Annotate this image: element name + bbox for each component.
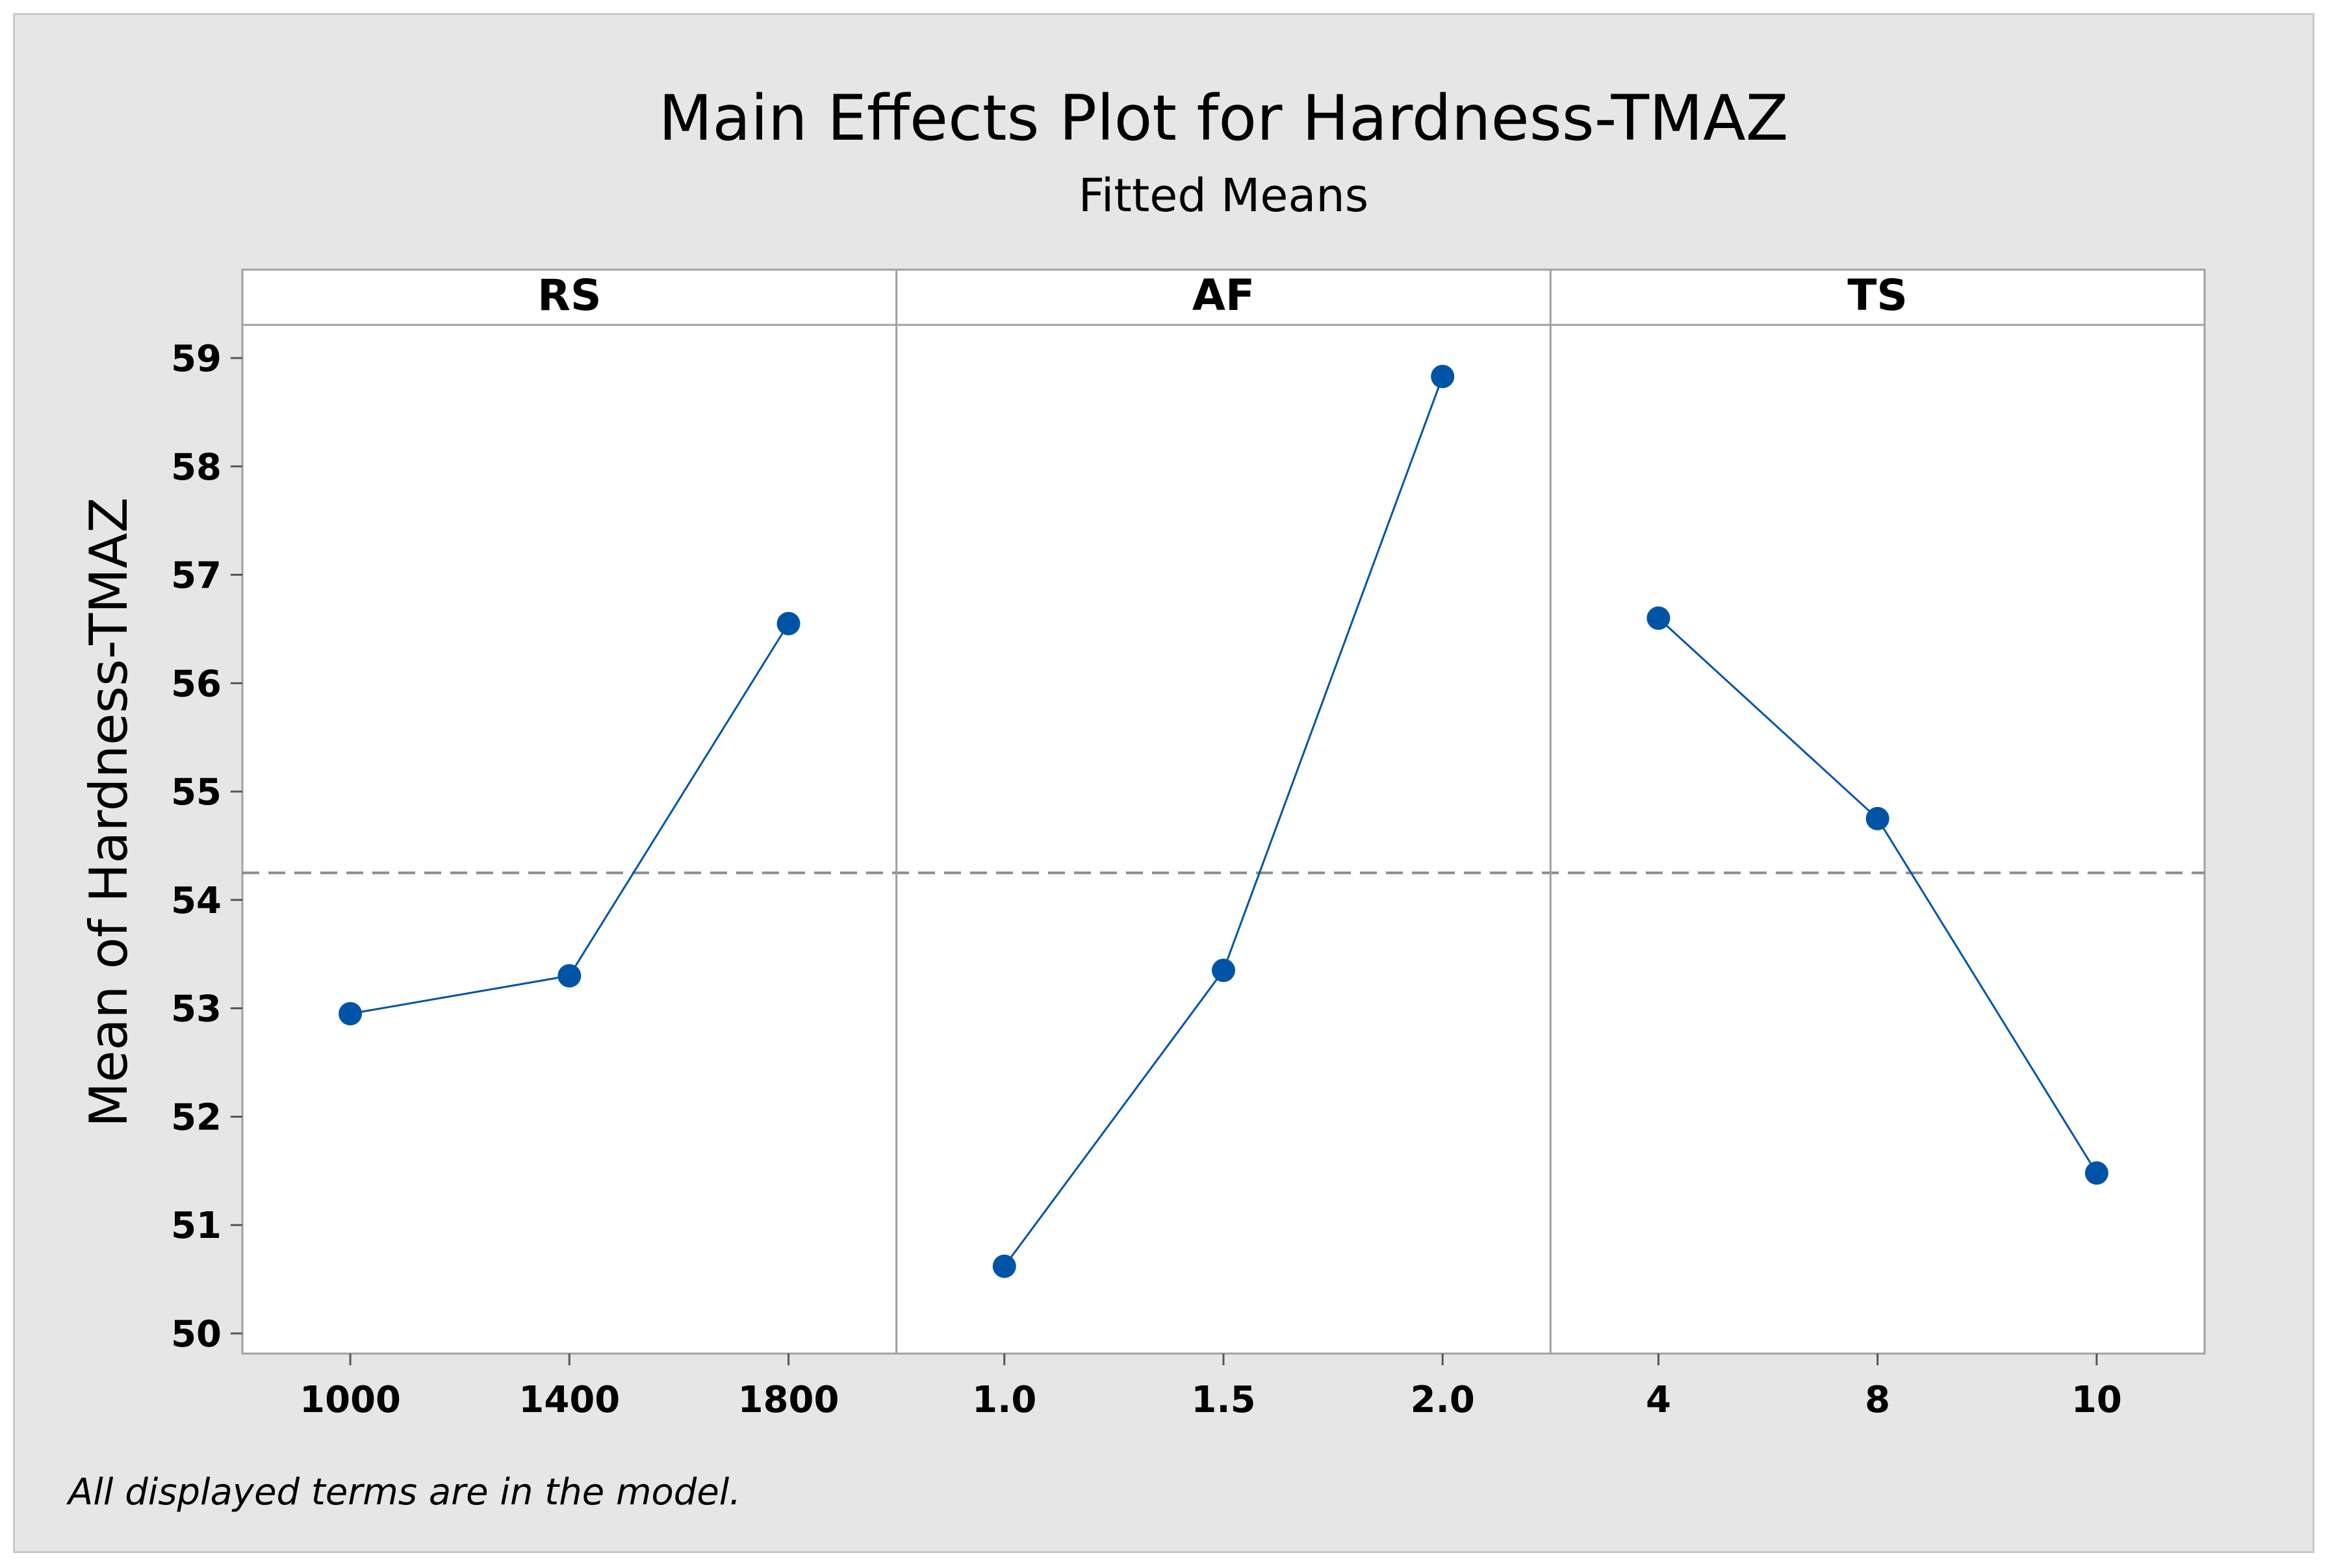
y-tick-label: 55: [171, 771, 222, 814]
x-tick-label: 1800: [738, 1379, 839, 1421]
plot-area: 50 51 52 53 54 55 56 57 58 59 RS 1000 1400 1800 AF 1.0 1…: [171, 268, 2206, 1421]
y-axis-label: Mean of Hardness-TMAZ: [79, 497, 139, 1127]
y-tick-label: 51: [171, 1205, 222, 1247]
x-tick-label: 1400: [518, 1379, 620, 1421]
x-tick-label: 8: [1865, 1379, 1890, 1421]
data-point: [992, 1254, 1016, 1278]
y-tick-label: 50: [171, 1313, 222, 1356]
plot-background: [241, 268, 2206, 1355]
chart-subtitle: Fitted Means: [1079, 169, 1368, 222]
footnote: All displayed terms are in the model.: [66, 1471, 741, 1513]
data-point: [1212, 958, 1235, 983]
data-point: [776, 611, 800, 636]
data-point: [557, 964, 582, 988]
data-point: [1865, 806, 1889, 830]
x-tick-label: 10: [2071, 1379, 2122, 1421]
y-tick-label: 57: [171, 555, 222, 597]
x-tick-label: 4: [1646, 1379, 1671, 1421]
x-tick-label: 1000: [300, 1379, 401, 1421]
chart-title: Main Effects Plot for Hardness-TMAZ: [659, 82, 1789, 155]
x-tick-label: 1.0: [972, 1379, 1036, 1421]
y-tick-label: 54: [171, 880, 222, 922]
data-point: [339, 1002, 363, 1026]
y-tick-label: 53: [171, 988, 222, 1031]
data-point: [1646, 606, 1671, 630]
y-tick-label: 52: [171, 1096, 222, 1138]
data-point: [1431, 365, 1455, 389]
y-tick-label: 58: [171, 446, 222, 489]
x-tick-label: 1.5: [1191, 1379, 1255, 1421]
y-tick-label: 59: [171, 338, 222, 380]
panel-label-af: AF: [1192, 270, 1255, 320]
panel-label-ts: TS: [1847, 270, 1908, 320]
panel-label-rs: RS: [537, 270, 601, 320]
y-tick-label: 56: [171, 663, 222, 705]
data-point: [2084, 1161, 2108, 1185]
x-tick-label: 2.0: [1411, 1379, 1475, 1421]
